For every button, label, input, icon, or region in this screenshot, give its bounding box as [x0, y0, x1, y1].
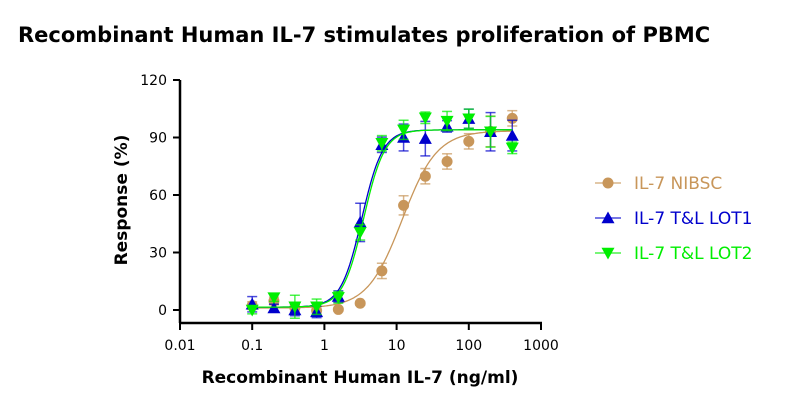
x-tick-label: 1	[320, 338, 329, 354]
x-tick-label: 1000	[523, 338, 559, 354]
data-point	[310, 301, 324, 314]
y-tick-label: 90	[149, 131, 167, 147]
legend-label: IL-7 T&L LOT2	[634, 244, 753, 264]
data-point	[418, 112, 432, 125]
y-axis-label: Response (%)	[112, 135, 132, 266]
data-point	[505, 142, 519, 155]
y-tick-label: 120	[140, 73, 167, 89]
legend-marker	[602, 177, 614, 189]
y-tick-label: 30	[149, 246, 167, 262]
data-point	[332, 303, 344, 315]
data-point	[418, 132, 432, 144]
data-point	[441, 155, 453, 167]
y-tick-label: 0	[158, 303, 167, 319]
data-point	[376, 265, 388, 277]
data-point	[506, 112, 518, 124]
legend-label: IL-7 NIBSC	[634, 174, 722, 194]
data-point	[245, 304, 259, 317]
data-point	[484, 126, 498, 139]
x-tick-label: 10	[388, 338, 406, 354]
data-point	[267, 292, 281, 305]
legend-marker	[601, 247, 615, 260]
fit-curve	[252, 129, 513, 308]
data-point	[288, 301, 302, 314]
data-point	[463, 135, 475, 147]
legend-label: IL-7 T&L LOT1	[634, 209, 753, 229]
x-tick-label: 0.01	[164, 338, 195, 354]
data-point	[397, 124, 411, 137]
x-axis-label: Recombinant Human IL-7 (ng/ml)	[202, 368, 519, 388]
x-tick-label: 0.1	[241, 338, 263, 354]
data-point	[353, 227, 367, 239]
series-3	[245, 108, 519, 319]
legend-marker	[601, 211, 615, 224]
data-point	[462, 113, 476, 126]
data-point	[440, 115, 454, 128]
data-point	[398, 199, 410, 211]
data-point	[331, 292, 345, 304]
data-point	[354, 297, 366, 309]
data-point	[419, 170, 431, 182]
data-point	[375, 138, 389, 150]
chart-title: Recombinant Human IL-7 stimulates prolif…	[18, 23, 710, 47]
data-point	[505, 129, 519, 141]
fit-curve	[252, 130, 513, 309]
y-tick-label: 60	[149, 188, 167, 204]
x-tick-label: 100	[455, 338, 482, 354]
